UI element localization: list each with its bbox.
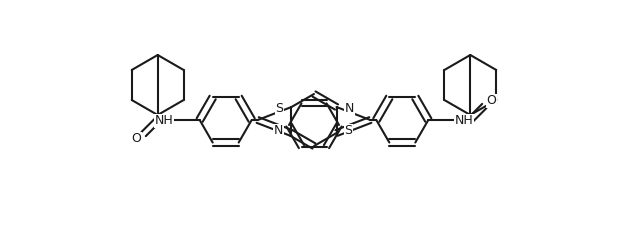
Text: N: N (274, 125, 284, 138)
Text: O: O (486, 94, 496, 108)
Text: N: N (345, 102, 354, 115)
Text: S: S (276, 102, 284, 115)
Text: S: S (345, 125, 352, 138)
Text: O: O (131, 132, 142, 146)
Text: NH: NH (155, 114, 174, 127)
Text: NH: NH (454, 114, 473, 127)
